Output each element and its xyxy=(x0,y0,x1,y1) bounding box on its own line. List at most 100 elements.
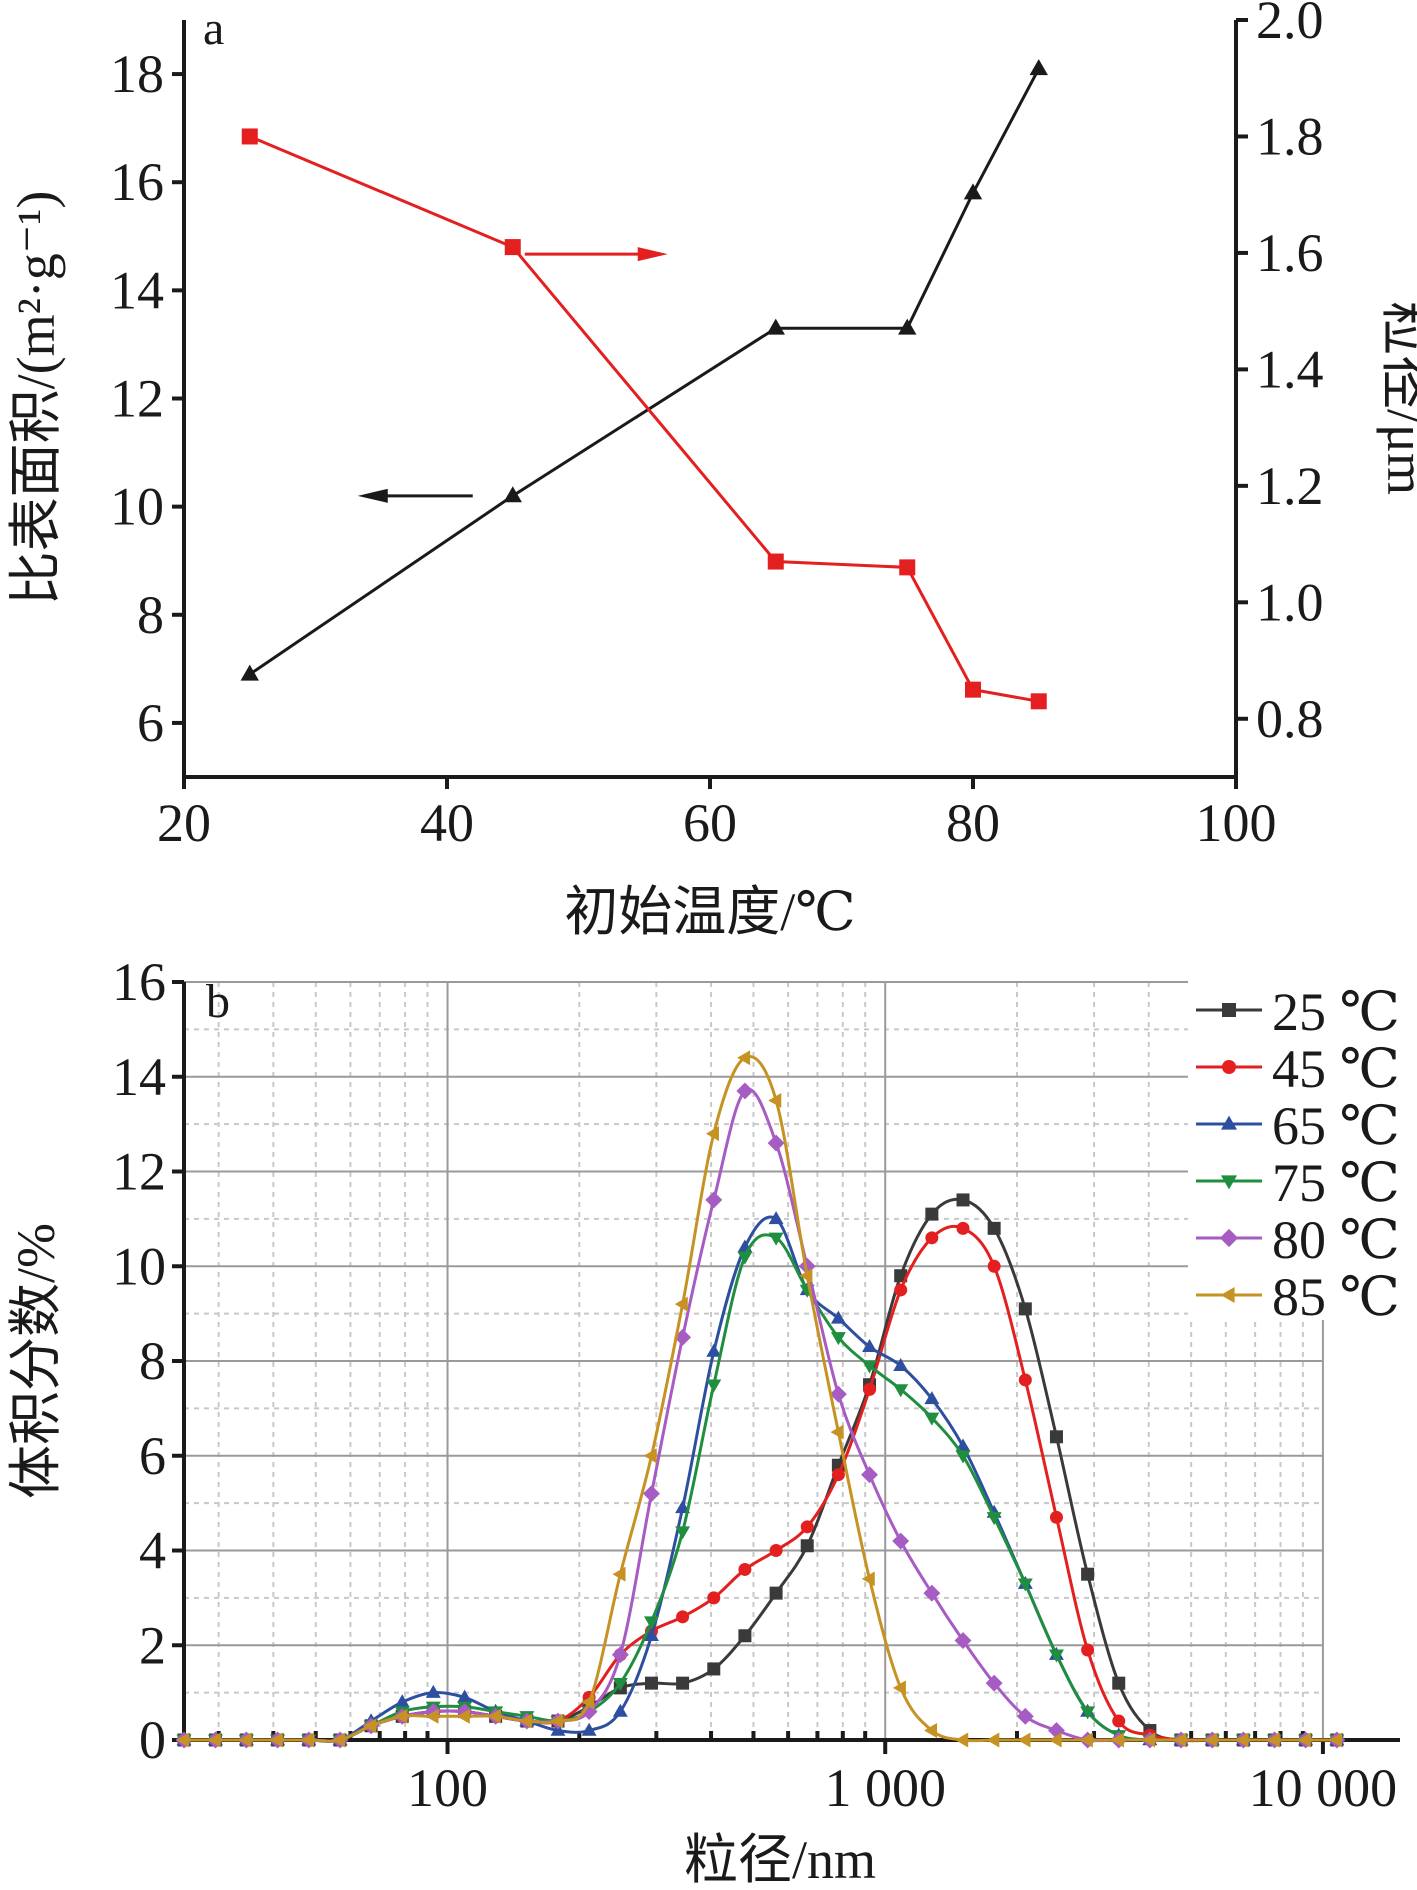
b-series-3-point xyxy=(706,1379,722,1393)
a-series-0-point xyxy=(1029,59,1048,76)
b-series-5-point xyxy=(550,1713,564,1729)
b-series-5-point xyxy=(861,1571,875,1587)
b-series-5-point xyxy=(955,1732,969,1748)
b-series-5-point xyxy=(238,1732,252,1748)
b-series-5-point xyxy=(176,1732,190,1748)
b-series-3-point xyxy=(1048,1649,1064,1663)
b-legend-2-label: 65 ℃ xyxy=(1272,1096,1400,1156)
b-series-5-point xyxy=(456,1708,470,1724)
a-series-1-line xyxy=(249,135,1040,703)
a-left-tick-label: 14 xyxy=(110,260,164,320)
b-x-tick-label: 10 000 xyxy=(1249,1758,1398,1818)
b-series-5-point xyxy=(269,1732,283,1748)
b-y-tick-label: 14 xyxy=(112,1047,166,1107)
b-series-5-point xyxy=(1142,1732,1156,1748)
b-series-0-point xyxy=(987,1221,1001,1235)
b-series-3-point xyxy=(768,1232,784,1246)
b-series-4-point xyxy=(705,1191,723,1209)
a-arrow-0-head xyxy=(357,488,388,503)
b-series-0-point xyxy=(644,1676,658,1690)
b-series-5-point xyxy=(986,1732,1000,1748)
b-series-2-point xyxy=(768,1211,784,1225)
a-right-axis-title: 粒径/μm xyxy=(1376,301,1417,495)
a-left-tick-label: 18 xyxy=(110,44,164,104)
a-x-axis-title: 初始温度/℃ xyxy=(564,882,855,942)
a-series-0-point xyxy=(898,318,917,335)
b-series-0-point xyxy=(925,1207,939,1221)
b-series-1-point xyxy=(676,1610,690,1624)
b-series-5-point xyxy=(1235,1732,1249,1748)
b-series-5-point xyxy=(1297,1732,1311,1748)
b-series-3-point xyxy=(612,1677,628,1691)
a-series-1-point xyxy=(899,559,916,576)
b-series-3-point xyxy=(737,1251,753,1265)
b-series-2-point xyxy=(706,1343,722,1357)
b-series-1-point xyxy=(894,1283,908,1297)
a-left-axis-title: 比表面积/(m²·g⁻¹) xyxy=(6,191,66,606)
b-series-4-point xyxy=(674,1328,692,1346)
b-y-tick-label: 12 xyxy=(112,1142,166,1202)
b-series-1-point xyxy=(1081,1643,1095,1657)
b-series-5-point xyxy=(705,1126,719,1142)
a-x-tick-label: 20 xyxy=(157,793,211,853)
b-series-5-point xyxy=(332,1732,346,1748)
b-series-2-point xyxy=(893,1357,909,1371)
b-series-0-point xyxy=(1049,1430,1063,1444)
b-series-2-point xyxy=(425,1684,441,1698)
b-legend-4-swatch-marker xyxy=(1219,1228,1239,1248)
b-series-4-point xyxy=(1016,1707,1034,1725)
b-series-4-point xyxy=(736,1082,754,1100)
b-series-4-point xyxy=(829,1385,847,1403)
b-series-4-point xyxy=(985,1674,1003,1692)
b-x-axis-title: 粒径/nm xyxy=(684,1830,876,1890)
b-legend-3-swatch-marker xyxy=(1220,1175,1238,1190)
b-series-5-point xyxy=(830,1424,844,1440)
b-legend-box xyxy=(1188,980,1400,1320)
b-series-3-point xyxy=(1017,1578,1033,1592)
b-series-5-point xyxy=(519,1713,533,1729)
a-panel-label: a xyxy=(203,2,224,55)
b-y-tick-label: 0 xyxy=(139,1710,166,1770)
b-legend-5-swatch-marker xyxy=(1220,1286,1235,1304)
a-left-tick-label: 8 xyxy=(137,585,164,645)
b-series-1-point xyxy=(738,1562,752,1576)
b-series-2-point xyxy=(862,1338,878,1352)
b-series-5-point xyxy=(487,1708,501,1724)
b-series-1-point xyxy=(956,1221,970,1235)
a-x-tick-label: 100 xyxy=(1196,793,1277,853)
b-series-0-point xyxy=(676,1676,690,1690)
a-left-tick-label: 10 xyxy=(110,477,164,537)
b-series-5-point xyxy=(363,1718,377,1734)
a-arrow-1-head xyxy=(637,247,668,262)
a-right-tick-label: 2.0 xyxy=(1256,0,1324,50)
a-right-tick-label: 1.4 xyxy=(1256,339,1324,399)
b-series-0-point xyxy=(1081,1567,1095,1581)
a-series-1-point xyxy=(965,681,981,698)
b-x-tick-label: 100 xyxy=(407,1758,488,1818)
a-series-0-point xyxy=(240,664,259,681)
b-series-2-point xyxy=(644,1627,659,1641)
a-right-tick-label: 1.8 xyxy=(1256,106,1324,166)
a-series-1-point xyxy=(767,553,784,570)
b-series-5-point xyxy=(394,1708,408,1724)
b-series-5-point xyxy=(1173,1732,1187,1748)
b-series-5-point xyxy=(892,1680,906,1696)
b-series-5-point xyxy=(1266,1732,1280,1748)
b-y-tick-label: 10 xyxy=(112,1236,166,1296)
a-series-0-line xyxy=(248,67,1041,676)
b-series-1-point xyxy=(925,1231,939,1245)
b-series-3-point xyxy=(986,1512,1002,1526)
b-series-1-point xyxy=(769,1544,783,1557)
a-right-tick-label: 1.2 xyxy=(1256,456,1324,516)
b-series-5-point xyxy=(1079,1732,1093,1748)
a-series-1-point xyxy=(1030,693,1047,710)
b-series-3-point xyxy=(1080,1706,1096,1720)
b-series-5-point xyxy=(799,1268,813,1284)
b-legend-1-swatch-marker xyxy=(1222,1060,1236,1074)
b-series-4-point xyxy=(424,1703,442,1721)
b-series-1-point xyxy=(1112,1714,1126,1728)
b-series-2-point xyxy=(612,1703,628,1717)
b-legend-4-label: 80 ℃ xyxy=(1272,1210,1400,1270)
b-series-3-point xyxy=(924,1412,940,1426)
b-series-5-point xyxy=(1204,1732,1218,1748)
